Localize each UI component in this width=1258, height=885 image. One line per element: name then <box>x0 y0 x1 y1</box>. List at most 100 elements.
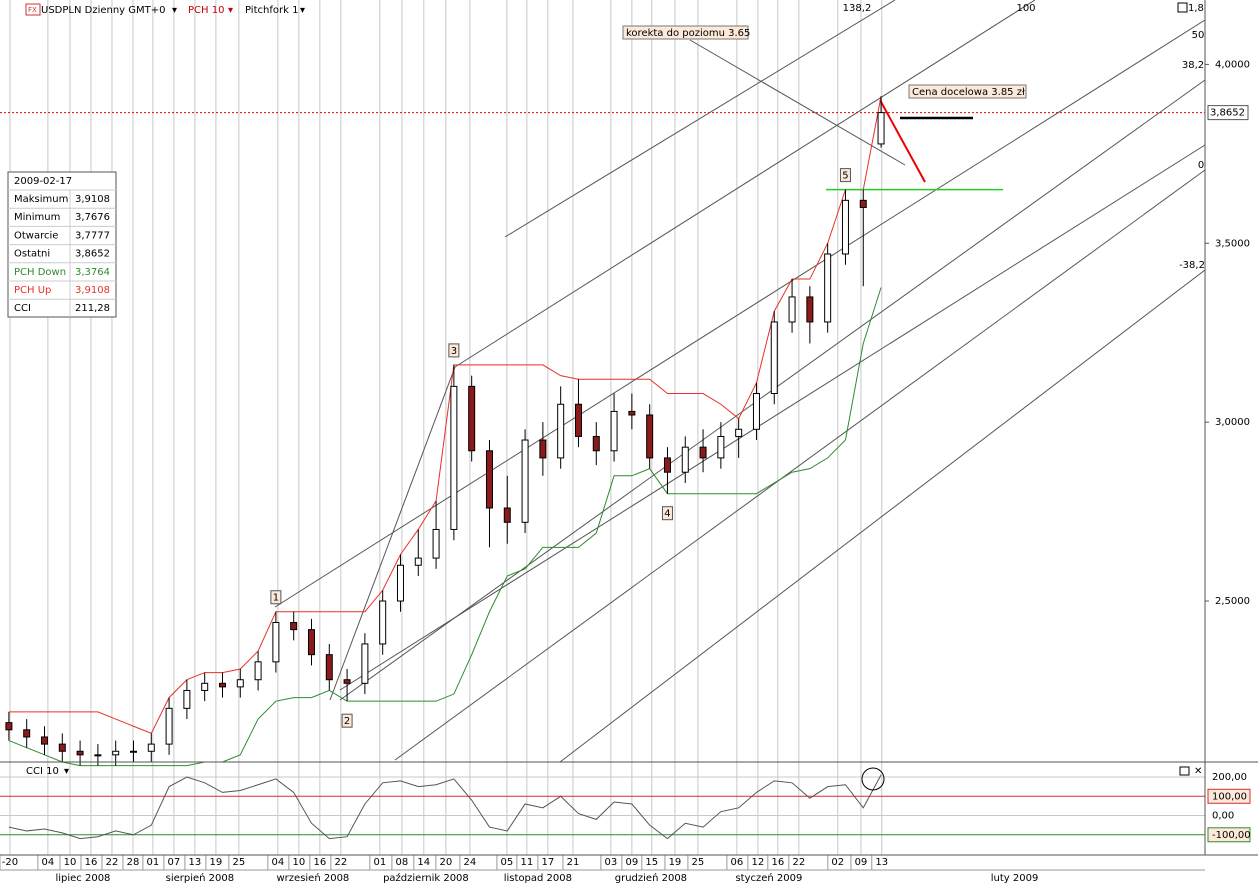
x-tick-label: 24 <box>464 857 477 868</box>
close-button[interactable]: ✕ <box>1194 766 1202 777</box>
x-tick-label: 21 <box>567 857 580 868</box>
candle-body <box>201 682 209 691</box>
wave-label: 5 <box>842 171 848 182</box>
candle-body <box>539 439 547 459</box>
month-label: lipiec 2008 <box>55 873 110 884</box>
info-label: CCI <box>14 303 31 314</box>
candle-body <box>343 679 351 684</box>
x-tick-label: 13 <box>189 857 202 868</box>
candle-body <box>859 199 867 208</box>
y-tick-label: 4,0000 <box>1215 59 1250 70</box>
price-flag-label: 3,8652 <box>1210 108 1245 119</box>
candle-body <box>129 750 137 753</box>
month-label: styczeń 2009 <box>735 872 802 884</box>
x-tick-label: 11 <box>520 857 533 868</box>
fork-level: 38,2 <box>1182 60 1204 71</box>
candle-body <box>485 450 493 509</box>
candle-body <box>806 296 814 323</box>
info-value: 3,3764 <box>75 267 110 278</box>
x-tick-label: 15 <box>645 857 658 868</box>
candle-body <box>40 736 48 745</box>
candle-body <box>183 689 191 709</box>
x-tick-label: 12 <box>752 857 765 868</box>
cci-tick-label: 0,00 <box>1212 811 1234 822</box>
candle-body <box>503 507 511 523</box>
x-tick-label: -20 <box>2 857 18 868</box>
candle-body <box>290 621 298 631</box>
x-tick-label: 19 <box>210 857 223 868</box>
info-label: PCH Down <box>14 267 66 278</box>
candle-body <box>628 410 636 416</box>
tool: Pitchfork 1 <box>245 5 298 16</box>
x-tick-label: 14 <box>417 857 430 868</box>
candle-body <box>521 439 529 523</box>
candle-body <box>557 403 565 459</box>
fork-level: 50 <box>1192 30 1205 41</box>
cci-flag <box>1207 827 1251 843</box>
fx-icon-text: FX <box>28 6 37 14</box>
info-label: Ostatni <box>14 249 50 260</box>
channel-line <box>8 287 882 767</box>
candle-body <box>824 253 832 323</box>
candle-body <box>646 414 654 459</box>
x-tick-label: 08 <box>396 857 409 868</box>
info-rows: 2009-02-17 Maksimum 3,9108 Minimum 3,7676 Otw… <box>8 176 116 317</box>
candle-body <box>788 296 796 323</box>
candle-body <box>325 654 333 681</box>
cci-line <box>8 774 882 840</box>
correction-line <box>689 39 906 166</box>
candle-body <box>574 403 582 437</box>
marks <box>0 96 1205 840</box>
info-value: 211,28 <box>75 303 110 314</box>
fork-line <box>339 144 1206 691</box>
dropdown[interactable]: ▾ <box>228 5 233 16</box>
cci-tick-label: -100,00 <box>1212 830 1251 841</box>
x-tick-label: 04 <box>271 857 284 868</box>
price-flag <box>1207 105 1249 121</box>
candle-body <box>735 428 743 437</box>
annotation: Cena docelowa 3.85 zł <box>912 87 1025 98</box>
annotation-box <box>908 84 1027 99</box>
wave-box <box>341 713 353 728</box>
x-tick-label: 20 <box>440 857 453 868</box>
cci-title: CCI 10 <box>26 766 59 777</box>
window-button[interactable] <box>1177 2 1188 13</box>
x-tick-label: 01 <box>373 857 386 868</box>
channel-line <box>8 96 882 735</box>
x-tick-label: 09 <box>626 857 639 868</box>
x-tick-label: 17 <box>541 857 554 868</box>
candle-body <box>76 750 84 756</box>
symbol: USDPLN Dzienny GMT+0 <box>41 5 166 16</box>
fork-line <box>454 0 1036 368</box>
wave-box <box>448 343 460 358</box>
cci-flag <box>1207 788 1251 804</box>
dropdown[interactable]: ▾ <box>300 5 305 16</box>
month-label: listopad 2008 <box>504 873 572 884</box>
wave-label: 2 <box>344 716 350 727</box>
candle-body <box>165 707 173 745</box>
x-tick-label: 01 <box>147 857 160 868</box>
dropdown[interactable]: ▾ <box>172 5 177 16</box>
candle-body <box>699 446 707 459</box>
candle-body <box>396 564 404 602</box>
candle-body <box>254 661 262 681</box>
wave-box <box>839 168 851 183</box>
info-value: 3,8652 <box>75 249 110 260</box>
candle-body <box>663 457 671 473</box>
candle-body <box>681 446 689 473</box>
info-value: 3,9108 <box>75 194 110 205</box>
candle-body <box>468 385 476 452</box>
x-tick-label: 16 <box>313 857 326 868</box>
candle-body <box>58 743 66 752</box>
month-label: sierpień 2008 <box>166 872 235 884</box>
candle-body <box>877 112 885 145</box>
indicator: PCH 10 <box>188 5 224 16</box>
grid <box>0 0 1209 870</box>
x-tick-label: 19 <box>669 857 682 868</box>
dropdown[interactable]: ▾ <box>64 766 69 777</box>
x-tick-label: 09 <box>855 857 868 868</box>
info-label: PCH Up <box>14 285 51 296</box>
window-button[interactable] <box>1179 766 1190 776</box>
